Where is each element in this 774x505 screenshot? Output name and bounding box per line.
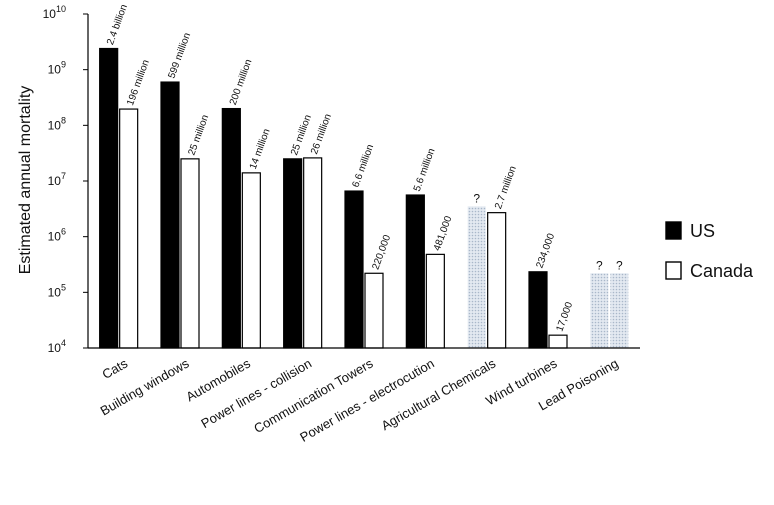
bar-canada — [241, 172, 261, 349]
bar-canada — [487, 212, 507, 349]
data-label: 200 million — [228, 58, 255, 107]
data-label: 481,000 — [432, 214, 455, 252]
unknown-value-label: ? — [616, 258, 623, 272]
data-label: 25 million — [186, 113, 211, 156]
bar-us — [283, 158, 303, 349]
unknown-value-label: ? — [473, 191, 480, 205]
y-tick-label: 105 — [48, 282, 66, 299]
y-tick-label: 109 — [48, 60, 66, 77]
bar-us — [528, 271, 548, 349]
y-tick-label: 108 — [48, 115, 66, 132]
bar-unknown — [590, 273, 609, 348]
bar-canada — [425, 253, 445, 349]
y-tick-label: 106 — [48, 227, 66, 244]
y-tick-label: 107 — [48, 171, 66, 188]
data-label: 2.4 billion — [105, 3, 130, 46]
data-label: 6.6 million — [350, 143, 376, 189]
bar-us — [99, 47, 119, 349]
legend-label-canada: Canada — [690, 261, 754, 281]
unknown-value-label: ? — [596, 258, 603, 272]
y-tick-label: 104 — [48, 338, 66, 355]
bar-canada — [548, 334, 568, 349]
bar-us — [160, 81, 180, 349]
bar-unknown — [610, 273, 629, 348]
bar-unknown — [467, 206, 486, 348]
bar-us — [221, 107, 241, 349]
legend-swatch-us — [665, 221, 682, 240]
data-label: 234,000 — [534, 232, 557, 270]
y-tick-label: 1010 — [43, 4, 66, 21]
bar-canada — [180, 158, 200, 349]
legend-swatch-canada — [665, 261, 682, 280]
y-axis-label: Estimated annual mortality — [17, 86, 34, 275]
bar-canada — [364, 272, 384, 349]
bar-us — [405, 194, 425, 349]
data-label: 599 million — [166, 31, 193, 80]
bar-canada — [303, 157, 323, 349]
legend-label-us: US — [690, 221, 715, 241]
data-label: 5.6 million — [412, 147, 438, 193]
data-label: 2.7 million — [493, 165, 519, 211]
data-label: 196 million — [125, 58, 152, 107]
bar-canada — [119, 108, 139, 349]
data-label: 14 million — [248, 127, 273, 170]
data-label: 17,000 — [554, 300, 575, 333]
data-label: 220,000 — [370, 233, 393, 271]
category-label: Cats — [100, 355, 131, 382]
category-label: Agricultural Chemicals — [379, 355, 499, 433]
bar-us — [344, 190, 364, 349]
